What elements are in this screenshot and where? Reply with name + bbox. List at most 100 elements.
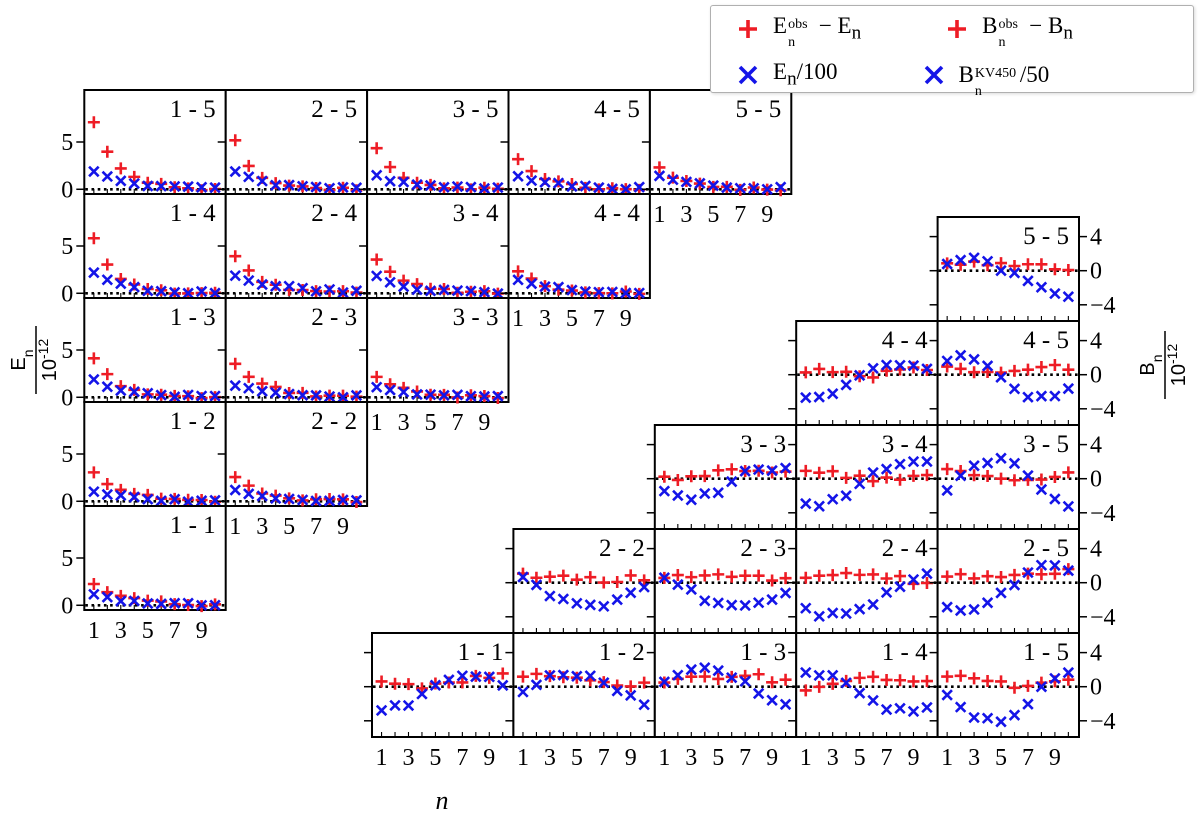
svg-text:9: 9 xyxy=(196,618,208,644)
svg-text:0: 0 xyxy=(61,385,73,411)
svg-text:1: 1 xyxy=(941,745,953,771)
svg-text:1: 1 xyxy=(88,618,100,644)
svg-text:3 - 5: 3 - 5 xyxy=(453,96,499,123)
svg-text:1 - 3: 1 - 3 xyxy=(740,639,786,666)
svg-text:−4: −4 xyxy=(1090,709,1116,735)
svg-text:5 - 5: 5 - 5 xyxy=(1023,223,1069,250)
svg-text:5: 5 xyxy=(712,745,724,771)
svg-text:9: 9 xyxy=(478,410,490,436)
svg-text:1: 1 xyxy=(376,745,388,771)
svg-text:9: 9 xyxy=(907,745,919,771)
svg-text:0: 0 xyxy=(61,281,73,307)
svg-text:4: 4 xyxy=(1090,537,1102,563)
svg-text:1: 1 xyxy=(229,514,241,540)
svg-text:0: 0 xyxy=(1090,467,1102,493)
svg-text:0: 0 xyxy=(1090,571,1102,597)
svg-text:5: 5 xyxy=(707,202,719,228)
svg-text:2 - 2: 2 - 2 xyxy=(311,408,357,435)
svg-text:1 - 5: 1 - 5 xyxy=(170,96,216,123)
svg-text:3: 3 xyxy=(680,202,692,228)
svg-text:5: 5 xyxy=(283,514,295,540)
svg-text:7: 7 xyxy=(456,745,468,771)
svg-text:3: 3 xyxy=(256,514,268,540)
svg-text:5: 5 xyxy=(61,338,73,364)
svg-text:4: 4 xyxy=(1090,433,1102,459)
svg-text:0: 0 xyxy=(1090,675,1102,701)
svg-text:0: 0 xyxy=(1090,363,1102,389)
svg-text:3: 3 xyxy=(115,618,127,644)
svg-text:3 - 4: 3 - 4 xyxy=(882,431,928,458)
svg-text:1: 1 xyxy=(800,745,812,771)
svg-text:3: 3 xyxy=(544,745,556,771)
svg-text:3 - 4: 3 - 4 xyxy=(453,200,499,227)
svg-text:3: 3 xyxy=(398,410,410,436)
svg-text:5: 5 xyxy=(61,546,73,572)
svg-text:n: n xyxy=(436,786,449,815)
svg-text:5: 5 xyxy=(61,130,73,156)
svg-text:7: 7 xyxy=(734,202,746,228)
svg-text:1 - 1: 1 - 1 xyxy=(170,512,216,539)
svg-text:3 - 5: 3 - 5 xyxy=(1023,431,1069,458)
svg-text:3: 3 xyxy=(827,745,839,771)
svg-text:−4: −4 xyxy=(1090,501,1116,527)
svg-text:1: 1 xyxy=(658,745,670,771)
svg-text:4 - 5: 4 - 5 xyxy=(594,96,640,123)
svg-text:4 - 4: 4 - 4 xyxy=(594,200,640,227)
svg-text:1: 1 xyxy=(371,410,383,436)
svg-text:1 - 3: 1 - 3 xyxy=(170,304,216,331)
svg-text:7: 7 xyxy=(310,514,322,540)
svg-text:1: 1 xyxy=(512,306,524,332)
svg-text:1: 1 xyxy=(653,202,665,228)
svg-text:5: 5 xyxy=(566,306,578,332)
svg-text:3 - 3: 3 - 3 xyxy=(453,304,499,331)
svg-text:7: 7 xyxy=(593,306,605,332)
svg-text:7: 7 xyxy=(881,745,893,771)
svg-text:2 - 2: 2 - 2 xyxy=(599,535,645,562)
svg-text:1 - 4: 1 - 4 xyxy=(170,200,216,227)
svg-text:5: 5 xyxy=(142,618,154,644)
svg-text:2 - 5: 2 - 5 xyxy=(1023,535,1069,562)
svg-text:3: 3 xyxy=(968,745,980,771)
svg-text:5: 5 xyxy=(61,442,73,468)
svg-text:0: 0 xyxy=(1090,259,1102,285)
svg-text:7: 7 xyxy=(1022,745,1034,771)
svg-text:4: 4 xyxy=(1090,225,1102,251)
svg-text:9: 9 xyxy=(766,745,778,771)
svg-text:9: 9 xyxy=(337,514,349,540)
svg-text:1 - 4: 1 - 4 xyxy=(882,639,928,666)
svg-text:2 - 4: 2 - 4 xyxy=(311,200,357,227)
svg-text:9: 9 xyxy=(1049,745,1061,771)
svg-text:9: 9 xyxy=(620,306,632,332)
svg-text:9: 9 xyxy=(483,745,495,771)
svg-text:−4: −4 xyxy=(1090,397,1116,423)
svg-text:3: 3 xyxy=(685,745,697,771)
svg-text:7: 7 xyxy=(739,745,751,771)
svg-text:1 - 5: 1 - 5 xyxy=(1023,639,1069,666)
svg-text:1 - 2: 1 - 2 xyxy=(599,639,645,666)
svg-text:5 - 5: 5 - 5 xyxy=(735,96,781,123)
svg-text:3: 3 xyxy=(539,306,551,332)
svg-text:7: 7 xyxy=(451,410,463,436)
svg-text:0: 0 xyxy=(61,177,73,203)
svg-text:5: 5 xyxy=(571,745,583,771)
svg-text:3: 3 xyxy=(402,745,414,771)
svg-text:2 - 3: 2 - 3 xyxy=(740,535,786,562)
svg-text:3 - 3: 3 - 3 xyxy=(740,431,786,458)
svg-text:2 - 4: 2 - 4 xyxy=(882,535,928,562)
svg-text:4: 4 xyxy=(1090,329,1102,355)
svg-text:1 - 2: 1 - 2 xyxy=(170,408,216,435)
svg-text:5: 5 xyxy=(61,234,73,260)
svg-text:2 - 5: 2 - 5 xyxy=(311,96,357,123)
svg-text:5: 5 xyxy=(429,745,441,771)
svg-text:0: 0 xyxy=(61,593,73,619)
svg-text:4 - 5: 4 - 5 xyxy=(1023,327,1069,354)
svg-text:7: 7 xyxy=(598,745,610,771)
svg-text:9: 9 xyxy=(625,745,637,771)
svg-text:−4: −4 xyxy=(1090,293,1116,319)
svg-text:4: 4 xyxy=(1090,641,1102,667)
svg-text:9: 9 xyxy=(761,202,773,228)
svg-text:5: 5 xyxy=(995,745,1007,771)
svg-text:0: 0 xyxy=(61,489,73,515)
svg-text:4 - 4: 4 - 4 xyxy=(882,327,928,354)
svg-text:1 - 1: 1 - 1 xyxy=(458,639,504,666)
